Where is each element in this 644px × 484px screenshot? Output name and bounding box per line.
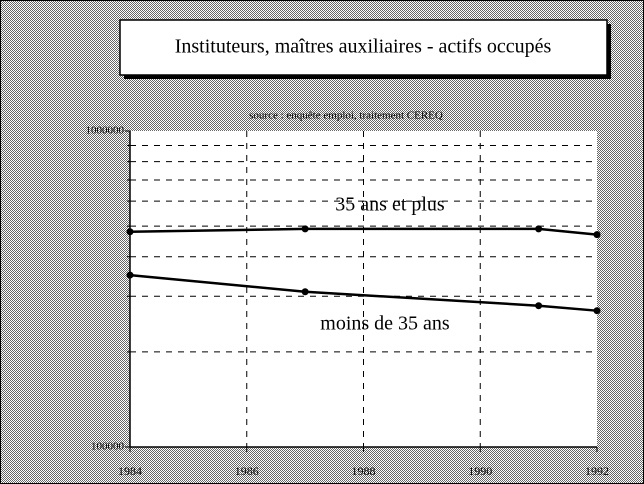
point	[535, 302, 543, 310]
series-label: moins de 35 ans	[320, 313, 450, 335]
y-tick-label: 1000000	[86, 125, 125, 137]
series-line	[129, 227, 598, 236]
title-box	[119, 19, 608, 76]
subtitle: source : enquête emploi, traitement CERE…	[249, 110, 443, 122]
point	[535, 225, 543, 233]
series-line	[129, 273, 598, 312]
point	[126, 228, 134, 236]
point	[593, 231, 601, 239]
point	[593, 307, 601, 315]
x-tick-label: 1988	[352, 464, 376, 478]
point	[126, 271, 134, 279]
chart-title: Instituteurs, maîtres auxiliaires - acti…	[175, 36, 552, 58]
series-label: 35 ans et plus	[335, 194, 445, 216]
x-tick-label: 1992	[585, 464, 609, 478]
x-tick-label: 1984	[118, 464, 142, 478]
point	[301, 288, 309, 296]
x-tick-label: 1986	[235, 464, 259, 478]
point	[301, 225, 309, 233]
y-tick-label: 100000	[91, 441, 125, 453]
x-tick-label: 1990	[468, 464, 492, 478]
